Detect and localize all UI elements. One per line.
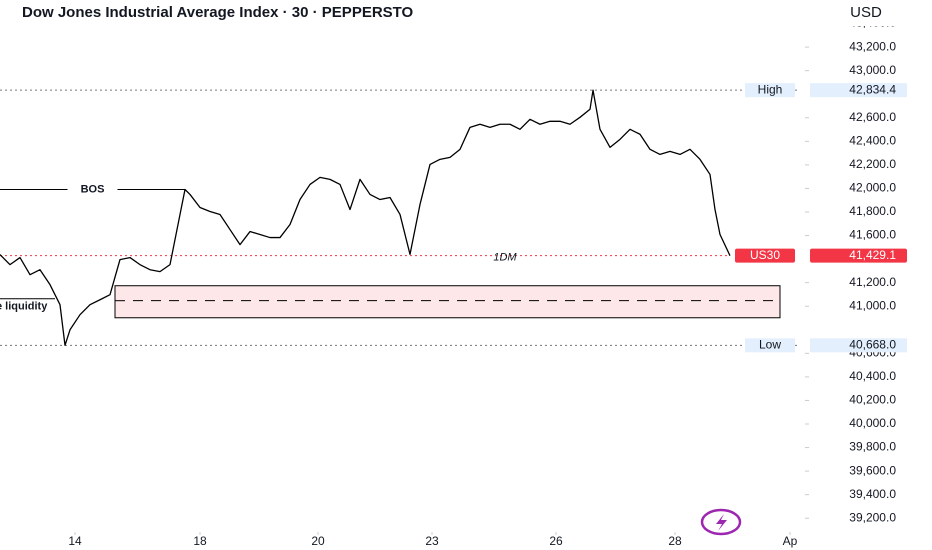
level-tag: High — [758, 82, 783, 96]
logo — [700, 508, 742, 536]
y-tick-label: 42,600.0 — [849, 110, 896, 124]
y-tick-label: 43,200.0 — [849, 39, 896, 53]
currency-bg — [805, 0, 932, 26]
level-tag-bg — [745, 338, 795, 353]
y-tick-label: 41,800.0 — [849, 204, 896, 218]
y-tick-label: 40,200.0 — [849, 393, 896, 407]
y-tick-label: 41,600.0 — [849, 228, 896, 242]
chart-title: Dow Jones Industrial Average Index · 30 … — [22, 4, 414, 21]
plot-area: 39,200.0 39,400.0 39,600.0 39,800.0 40,000.0… — [0, 16, 907, 548]
y-tick-label: 42,000.0 — [849, 181, 896, 195]
y-tick-label: 39,600.0 — [849, 463, 896, 477]
symbol-tag-bg — [735, 248, 795, 263]
y-tick-label: 41,000.0 — [849, 298, 896, 312]
last-price-bg — [810, 248, 907, 263]
level-value-bg — [810, 338, 907, 353]
currency: USD — [850, 4, 882, 21]
y-tick-label: 42,400.0 — [849, 134, 896, 148]
y-tick-label: 40,000.0 — [849, 416, 896, 430]
logo-ring — [700, 508, 742, 536]
last-price: 41,429.1 — [849, 248, 896, 262]
y-tick-label: 39,200.0 — [849, 510, 896, 524]
header-bg — [0, 0, 932, 26]
y-tick-label: 39,400.0 — [849, 487, 896, 501]
y-tick-label: 42,200.0 — [849, 157, 896, 171]
demand-zone — [114, 285, 781, 319]
y-tick-label: 40,400.0 — [849, 369, 896, 383]
y-tick-label: 43,000.0 — [849, 63, 896, 77]
symbol-tag: US30 — [750, 248, 780, 262]
liquidity-label: e liquidity — [0, 301, 48, 313]
level-value-bg — [810, 83, 907, 98]
level-value: 42,834.4 — [849, 82, 896, 96]
level-tag-bg — [745, 83, 795, 98]
price-line — [0, 89, 731, 346]
idm-label: 1DM — [493, 252, 517, 264]
bos-label: BOS — [81, 183, 105, 195]
level-value: 40,668.0 — [849, 337, 896, 351]
x-tick-label: 28 — [668, 534, 682, 548]
y-tick-label: 41,200.0 — [849, 275, 896, 289]
x-tick-label: 14 — [68, 534, 82, 548]
x-tick-label: 18 — [193, 534, 207, 548]
x-tick-label: 26 — [549, 534, 563, 548]
y-tick-label: 39,800.0 — [849, 440, 896, 454]
logo-bolt — [716, 514, 727, 531]
x-tick-label: Ap — [783, 534, 798, 548]
x-tick-label: 23 — [425, 534, 439, 548]
level-tag: Low — [759, 337, 781, 351]
x-tick-label: 20 — [311, 534, 325, 548]
